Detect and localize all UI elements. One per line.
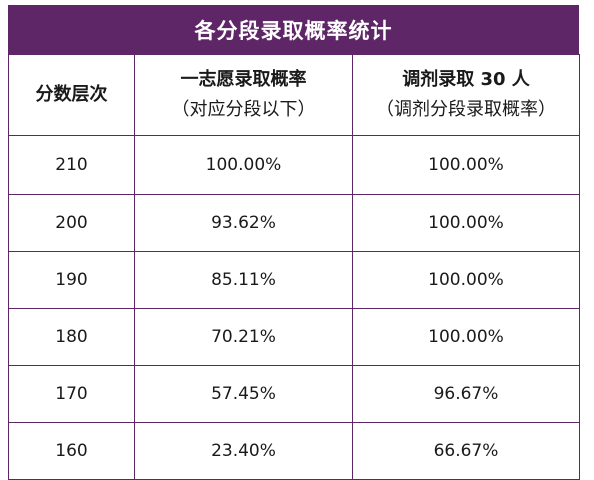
- first-choice-rate-cell: 93.62%: [134, 194, 353, 252]
- header-first-choice-line1: 一志愿录取概率: [180, 69, 307, 90]
- first-choice-rate-cell: 57.45%: [134, 365, 353, 423]
- table-row: 200 93.62% 100.00%: [8, 194, 580, 252]
- adjust-rate-cell: 96.67%: [352, 365, 580, 423]
- table-title: 各分段录取概率统计: [8, 5, 579, 54]
- header-first-choice-line2: （对应分段以下）: [171, 99, 316, 120]
- table-row: 210 100.00% 100.00%: [8, 135, 580, 195]
- header-adjustment-line1: 调剂录取 30 人: [402, 69, 530, 90]
- header-row: 分数层次 一志愿录取概率 （对应分段以下） 调剂录取 30 人 （调剂分段录取概…: [8, 54, 580, 136]
- score-cell: 180: [8, 308, 135, 366]
- adjust-rate-cell: 100.00%: [352, 251, 580, 309]
- first-choice-rate-cell: 85.11%: [134, 251, 353, 309]
- adjust-rate-cell: 100.00%: [352, 194, 580, 252]
- adjust-rate-cell: 100.00%: [352, 135, 580, 195]
- adjust-rate-cell: 66.67%: [352, 422, 580, 480]
- score-cell: 170: [8, 365, 135, 423]
- table-row: 180 70.21% 100.00%: [8, 308, 580, 366]
- header-score-level: 分数层次: [8, 54, 135, 136]
- header-adjustment-line2: （调剂分段录取概率）: [376, 99, 556, 120]
- table-row: 170 57.45% 96.67%: [8, 365, 580, 423]
- score-cell: 190: [8, 251, 135, 309]
- adjust-rate-cell: 100.00%: [352, 308, 580, 366]
- first-choice-rate-cell: 70.21%: [134, 308, 353, 366]
- table-row: 160 23.40% 66.67%: [8, 422, 580, 480]
- header-score-level-text: 分数层次: [35, 84, 108, 105]
- score-cell: 210: [8, 135, 135, 195]
- score-cell: 160: [8, 422, 135, 480]
- score-cell: 200: [8, 194, 135, 252]
- header-first-choice: 一志愿录取概率 （对应分段以下）: [134, 54, 353, 136]
- probability-table: 各分段录取概率统计 分数层次 一志愿录取概率 （对应分段以下） 调剂录取 30 …: [8, 5, 580, 480]
- header-adjustment: 调剂录取 30 人 （调剂分段录取概率）: [352, 54, 580, 136]
- first-choice-rate-cell: 23.40%: [134, 422, 353, 480]
- first-choice-rate-cell: 100.00%: [134, 135, 353, 195]
- table-row: 190 85.11% 100.00%: [8, 251, 580, 309]
- data-table: 分数层次 一志愿录取概率 （对应分段以下） 调剂录取 30 人 （调剂分段录取概…: [8, 54, 580, 480]
